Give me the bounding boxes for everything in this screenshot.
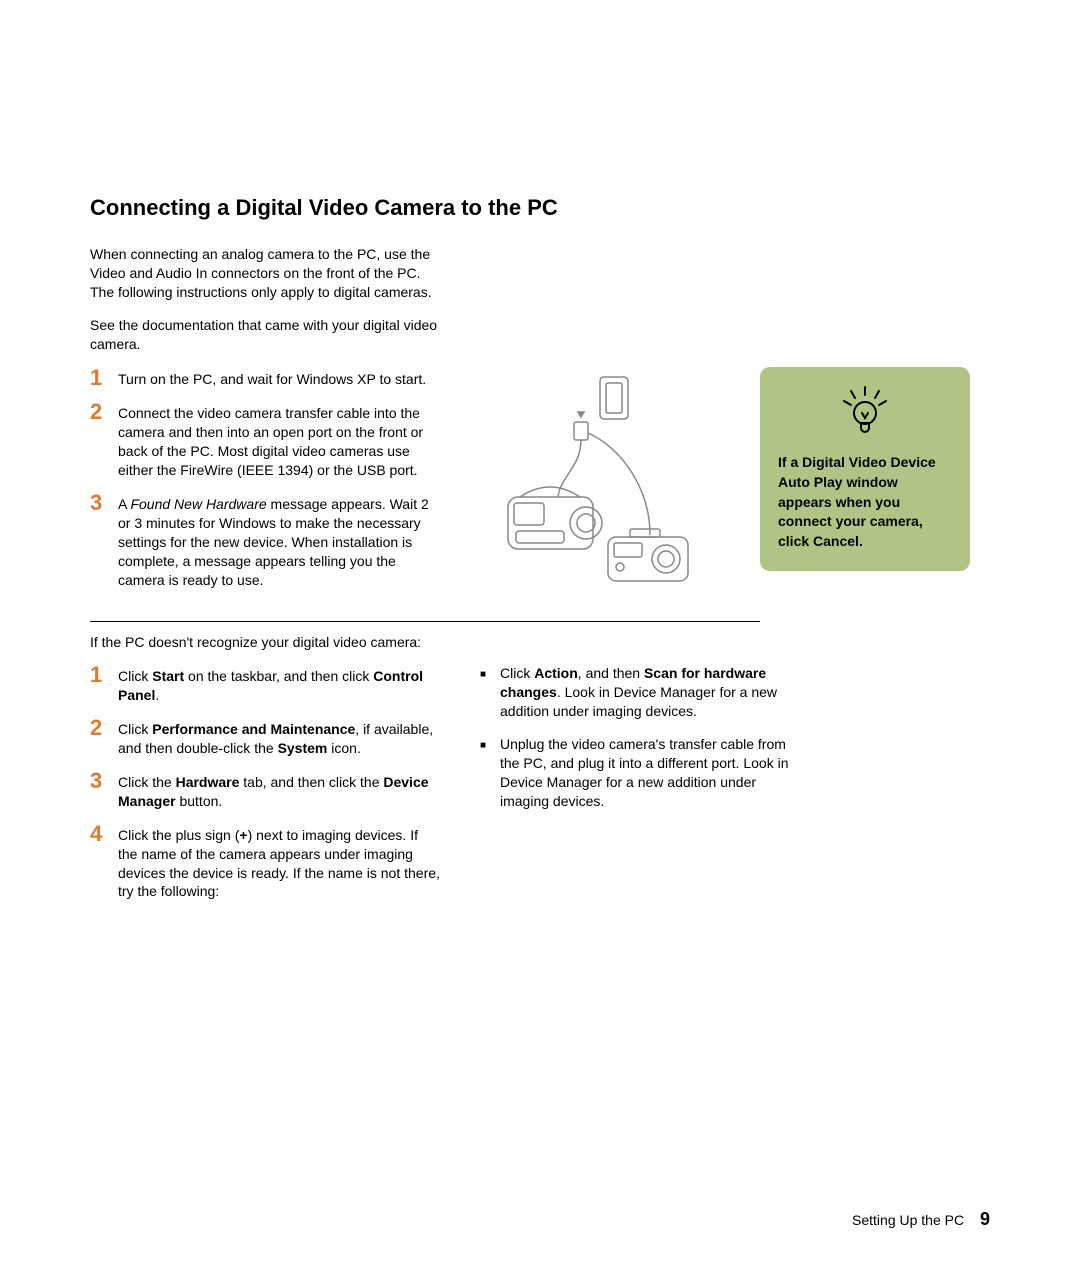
- step-item: 3A Found New Hardware message appears. W…: [90, 492, 440, 589]
- page-footer: Setting Up the PC 9: [852, 1209, 990, 1230]
- bullet-item: ■Click Action, and then Scan for hardwar…: [480, 664, 790, 721]
- step-item: 2Connect the video camera transfer cable…: [90, 401, 440, 480]
- step-item: 3Click the Hardware tab, and then click …: [90, 770, 440, 811]
- step-text: Click Start on the taskbar, and then cli…: [118, 664, 440, 705]
- bullet-marker-icon: ■: [480, 735, 500, 751]
- step-text: Turn on the PC, and wait for Windows XP …: [118, 367, 426, 389]
- section-heading: Connecting a Digital Video Camera to the…: [90, 195, 990, 221]
- steps-row: 1Turn on the PC, and wait for Windows XP…: [90, 367, 990, 607]
- bullet-text: Click Action, and then Scan for hardware…: [500, 664, 790, 721]
- steps-list-primary: 1Turn on the PC, and wait for Windows XP…: [90, 367, 440, 601]
- tip-text: If a Digital Video Device Auto Play wind…: [778, 453, 952, 551]
- bullet-item: ■Unplug the video camera's transfer cabl…: [480, 735, 790, 811]
- step-number: 3: [90, 770, 118, 792]
- divider-line: [90, 621, 760, 622]
- step-item: 1Click Start on the taskbar, and then cl…: [90, 664, 440, 705]
- step-number: 3: [90, 492, 118, 514]
- intro-paragraph: See the documentation that came with you…: [90, 316, 440, 354]
- troubleshoot-intro: If the PC doesn't recognize your digital…: [90, 634, 990, 650]
- step-number: 2: [90, 401, 118, 423]
- page-content: Connecting a Digital Video Camera to the…: [90, 195, 990, 913]
- step-text: Connect the video camera transfer cable …: [118, 401, 440, 480]
- step-number: 1: [90, 664, 118, 686]
- troubleshoot-columns: 1Click Start on the taskbar, and then cl…: [90, 664, 990, 913]
- footer-section: Setting Up the PC: [852, 1212, 964, 1228]
- step-item: 4Click the plus sign (+) next to imaging…: [90, 823, 440, 902]
- step-text: Click the plus sign (+) next to imaging …: [118, 823, 440, 902]
- step-number: 1: [90, 367, 118, 389]
- intro-paragraph: When connecting an analog camera to the …: [90, 245, 440, 302]
- step-item: 2Click Performance and Maintenance, if a…: [90, 717, 440, 758]
- step-item: 1Turn on the PC, and wait for Windows XP…: [90, 367, 440, 389]
- step-number: 2: [90, 717, 118, 739]
- step-text: Click Performance and Maintenance, if av…: [118, 717, 440, 758]
- bullet-text: Unplug the video camera's transfer cable…: [500, 735, 790, 811]
- bullet-list: ■Click Action, and then Scan for hardwar…: [480, 664, 790, 913]
- step-text: Click the Hardware tab, and then click t…: [118, 770, 440, 811]
- lightbulb-icon: [838, 385, 892, 439]
- tip-callout: If a Digital Video Device Auto Play wind…: [760, 367, 970, 571]
- camera-connection-icon: [480, 367, 720, 607]
- camera-illustration: [470, 367, 730, 607]
- intro-block: When connecting an analog camera to the …: [90, 245, 440, 353]
- step-number: 4: [90, 823, 118, 845]
- step-text: A Found New Hardware message appears. Wa…: [118, 492, 440, 589]
- steps-list-troubleshoot: 1Click Start on the taskbar, and then cl…: [90, 664, 440, 913]
- footer-page-number: 9: [980, 1209, 990, 1229]
- bullet-marker-icon: ■: [480, 664, 500, 680]
